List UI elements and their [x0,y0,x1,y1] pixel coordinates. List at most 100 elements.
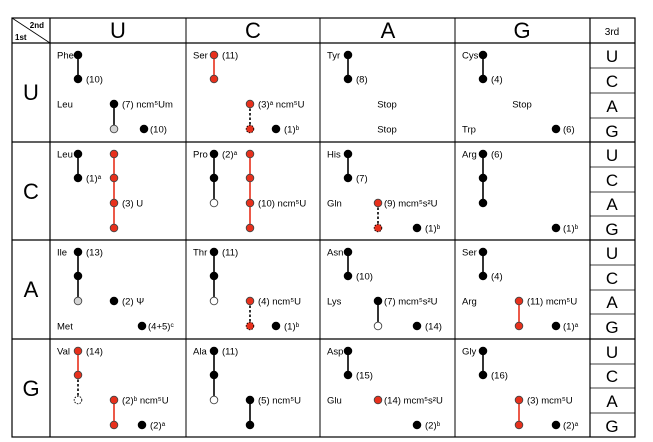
amino-acid-label: Ser [462,248,477,259]
second-position-U: U [110,18,126,43]
amino-acid-label: Tyr [327,51,340,62]
trna-annotation: (3) mcm⁵U [527,396,573,407]
codon-dot-black [343,346,353,356]
trna-annotation: (11) [222,51,238,62]
codon-dot-red [109,420,119,430]
codon-dot-black [478,271,488,281]
codon-dot-black [73,74,83,84]
amino-acid-label: Val [57,347,70,358]
codon-dot-black [373,296,383,306]
corner-second-label: 2nd [30,21,44,30]
codon-blocks: Phe Leu (10) (7) ncm⁵Um (10) Ser (11) (3)ᵃ ncm⁵… [57,51,579,432]
trna-annotation: (7) [356,174,368,185]
codon-dot-red [373,223,383,233]
codon-dot-white [209,395,219,405]
third-G-row-A: G [605,318,618,337]
corner-first-label: 1st [15,33,27,42]
trna-annotation: (11) [222,347,238,358]
codon-block-UC: Ser (11) (3)ᵃ ncm⁵U (1)ᵇ [193,51,305,136]
codon-dot-black [73,247,83,257]
third-C-row-G: C [606,367,618,386]
amino-acid-label: Thr [193,248,207,259]
codon-dot-black [478,198,488,208]
trna-annotation: (5) ncm⁵U [258,396,301,407]
codon-block-GC: Ala (11) (5) ncm⁵U [193,347,301,430]
codon-dot-black [209,271,219,281]
third-A-row-C: A [606,195,618,214]
amino-acid-label: Lys [327,297,342,308]
third-position-header: 3rd [605,27,619,38]
codon-dot-red [245,173,255,183]
codon-dot-black [478,346,488,356]
codon-dot-red [514,321,524,331]
codon-dot-black [478,247,488,257]
trna-annotation: (4) [491,272,503,283]
codon-dot-black [109,99,119,109]
first-position-U: U [23,80,39,105]
codon-dot-red [245,321,255,331]
trna-annotation: (1)ᵃ [86,174,102,185]
trna-annotation: (8) [356,75,368,86]
codon-dot-black [343,74,353,84]
trna-annotation: (2)ᵃ [222,150,238,161]
trna-annotation: (1)ᵇ [284,322,300,333]
codon-dot-red [245,223,255,233]
trna-annotation: (6) [563,125,575,136]
trna-annotation: (7) ncm⁵Um [122,100,173,111]
third-U-row-U: U [606,47,618,66]
codon-dot-black [73,271,83,281]
codon-dot-black [343,271,353,281]
codon-block-AA: Asn (10) Lys (7) mcm⁵s²U (14) [327,248,442,333]
amino-acid-label: Asp [327,347,343,358]
codon-block-GG: Gly (16) (3) mcm⁵U (2)ᵃ [462,347,579,432]
trna-annotation: (1)ᵇ [284,125,300,136]
second-position-A: A [381,18,396,43]
trna-annotation: (13) [86,248,103,259]
amino-acid-label: Gly [462,347,477,358]
third-C-row-A: C [606,269,618,288]
trna-annotation: (16) [491,371,508,382]
codon-dot-black [551,420,561,430]
third-U-row-A: U [606,244,618,263]
codon-dot-grey [73,296,83,306]
amino-acid-label: Arg [462,297,477,308]
trna-annotation: (10) [150,125,167,136]
codon-dot-white [73,395,83,405]
third-A-row-G: A [606,392,618,411]
third-U-row-G: U [606,343,618,362]
table-grid [11,17,636,438]
amino-acid-label: Phe [57,51,74,62]
codon-dot-black [478,74,488,84]
second-position-G: G [513,18,530,43]
third-G-row-C: G [605,220,618,239]
codon-dot-red [109,395,119,405]
codon-block-GA: Asp (15) Glu (14) mcm⁵s²U (2)ᵇ [327,347,443,432]
third-G-row-G: G [605,417,618,436]
third-A-row-A: A [606,293,618,312]
codon-dot-grey [109,124,119,134]
codon-block-UU: Phe Leu (10) (7) ncm⁵Um (10) [57,51,173,136]
third-position-column: U C A G U C A G U C A G U C A G [605,47,618,436]
amino-acid-label: Leu [57,150,73,161]
codon-dot-black [478,149,488,159]
trna-annotation: (9) mcm⁵s²U [384,199,438,210]
amino-acid-label: Met [57,322,73,333]
amino-acid-label: Cys [462,51,479,62]
amino-acid-label: Asn [327,248,343,259]
amino-acid-label: Ser [193,51,208,62]
first-position-A: A [24,277,39,302]
codon-dot-black [271,124,281,134]
amino-acid-label: Arg [462,150,477,161]
codon-dot-black [551,321,561,331]
codon-dot-black [139,124,149,134]
codon-dot-black [73,173,83,183]
codon-dot-red [373,198,383,208]
codon-dot-black [343,370,353,380]
codon-block-AG: Ser (4) Arg (11) mcm⁵U (1)ᵃ [462,248,579,333]
codon-dot-black [478,370,488,380]
first-position-C: C [23,179,39,204]
codon-dot-black [343,173,353,183]
trna-annotation: (7) mcm⁵s²U [384,297,438,308]
codon-dot-black [551,124,561,134]
